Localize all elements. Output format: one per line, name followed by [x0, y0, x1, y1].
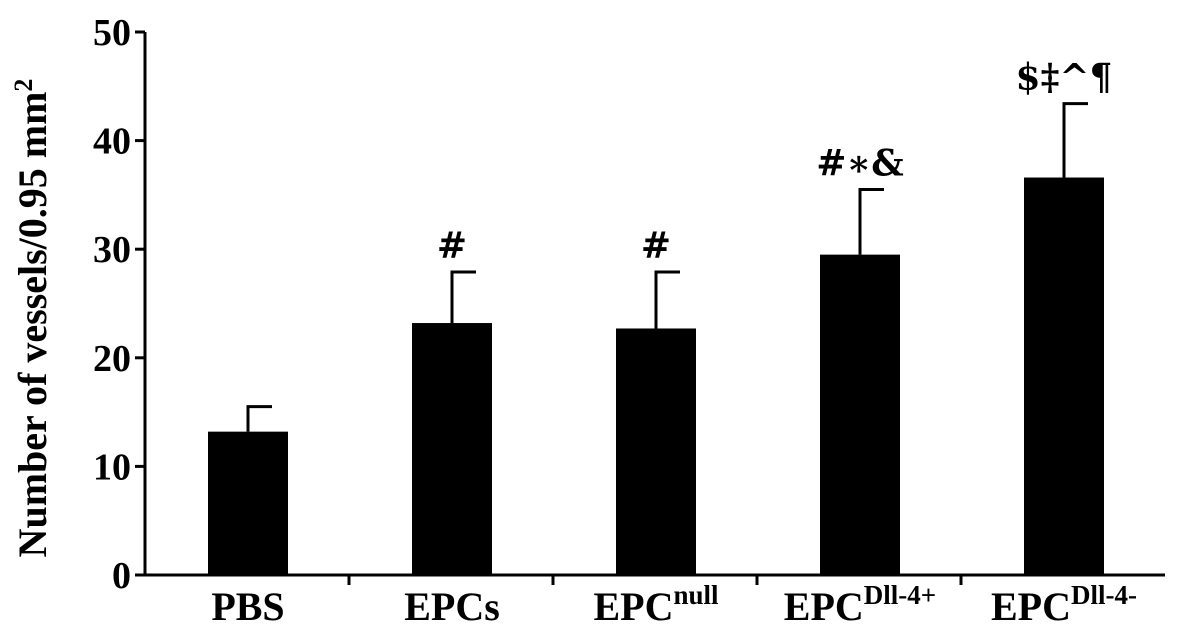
y-tick-label: 30 [93, 229, 131, 271]
bar [1024, 177, 1104, 576]
y-tick-label: 50 [93, 12, 131, 54]
x-tick-label: EPCs [404, 584, 500, 629]
x-tick-label-superscript: Dll-4+ [864, 580, 936, 610]
x-tick-label-superscript: null [673, 580, 719, 610]
y-axis-label-superscript: 2 [9, 79, 38, 92]
category-labels: PBS EPCs EPCnull EPCDll-4+ EPCDll-4- [211, 580, 1137, 629]
significance-label: # [437, 225, 467, 267]
x-tick-label-base: EPC [991, 584, 1071, 629]
bar [208, 431, 288, 575]
significance-label: #∗& [816, 142, 904, 184]
y-tick-label: 10 [93, 446, 131, 488]
bar [820, 254, 900, 575]
x-tick-label-base: EPC [593, 584, 673, 629]
significance-label: $‡^¶ [1016, 57, 1113, 99]
x-tick-label: EPCDll-4- [991, 580, 1137, 629]
bar [616, 328, 696, 575]
x-tick-label: EPCnull [593, 580, 719, 629]
x-tick-label-base: PBS [211, 584, 284, 629]
y-tick-label: 0 [112, 555, 131, 597]
x-tick-label-base: EPCs [404, 584, 500, 629]
x-tick-label: EPCDll-4+ [784, 580, 936, 629]
y-tick-label: 20 [93, 338, 131, 380]
significance-label: # [641, 225, 671, 267]
x-tick-label-superscript: Dll-4- [1071, 580, 1137, 610]
y-axis-label-main: Number of vessels/0.95 mm [10, 92, 55, 558]
y-axis-label-text: Number of vessels/0.95 mm2 [9, 79, 55, 558]
bars: # # #∗& $‡^¶ [208, 57, 1113, 576]
y-axis-label: Number of vessels/0.95 mm2 [9, 79, 55, 558]
y-tick-label: 40 [93, 121, 131, 163]
x-tick-label-base: EPC [784, 584, 864, 629]
axes: 0 10 20 30 40 50 [93, 12, 1165, 597]
x-tick-label: PBS [211, 584, 284, 629]
bar [412, 323, 492, 575]
